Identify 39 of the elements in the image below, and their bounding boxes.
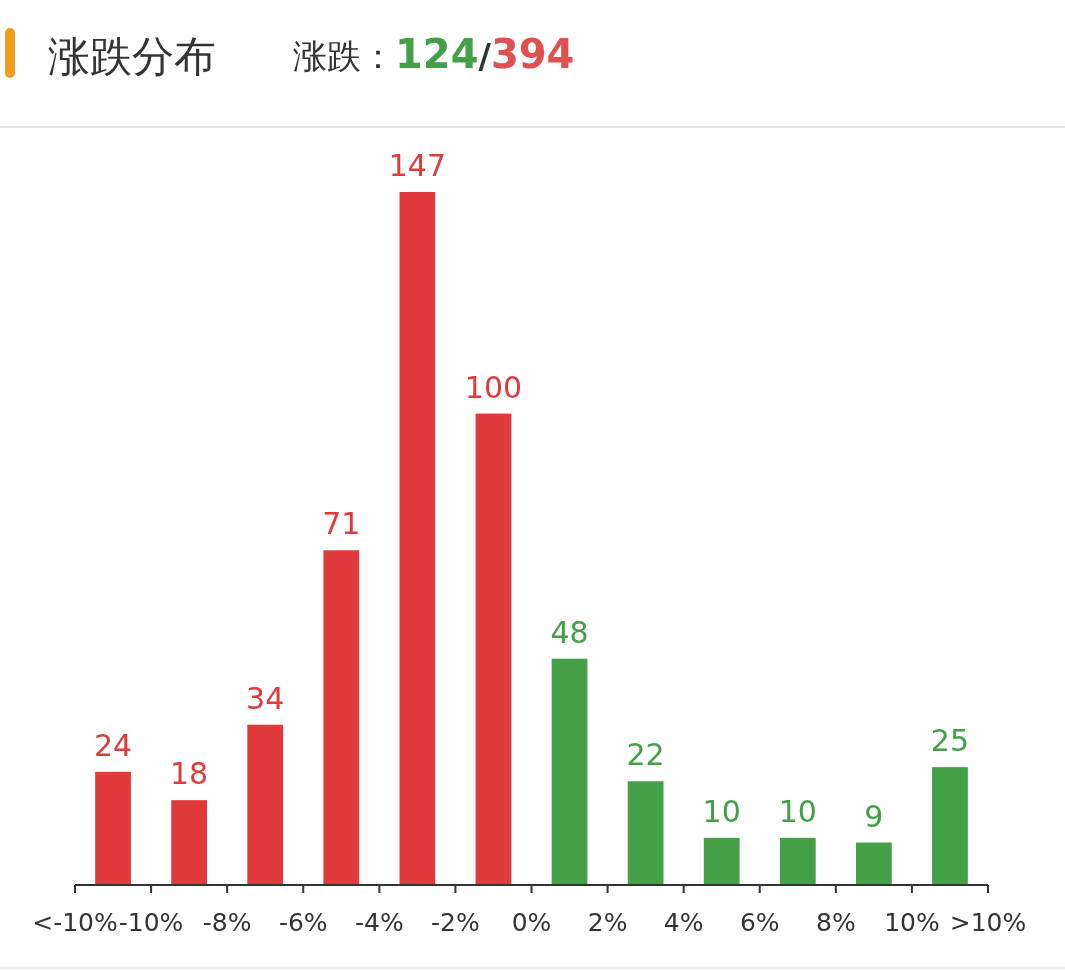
bar	[779, 837, 816, 885]
data-label: 10	[702, 793, 741, 829]
chart-subtitle: 涨跌：124/394	[293, 31, 575, 77]
x-tick-label: -4%	[354, 908, 404, 937]
bar	[95, 771, 131, 885]
bar	[856, 842, 892, 885]
data-label: 48	[550, 614, 589, 650]
bar	[627, 781, 664, 885]
x-tick-label: 0%	[511, 908, 552, 937]
x-tick-label: -10%	[118, 908, 184, 937]
bar	[247, 724, 284, 885]
data-label: 10	[778, 793, 817, 829]
data-label: 18	[170, 756, 209, 792]
data-label: 71	[322, 506, 361, 542]
x-tick-label: -2%	[431, 908, 480, 937]
bar	[932, 767, 968, 885]
x-tick-label: 2%	[587, 908, 628, 937]
data-label: 34	[246, 680, 285, 716]
x-tick-label: 6%	[739, 908, 780, 937]
bar	[551, 658, 588, 885]
x-tick-label: 8%	[816, 908, 856, 937]
data-label: 24	[93, 727, 133, 763]
x-tick-label: -8%	[202, 908, 252, 937]
bar	[399, 192, 436, 885]
bar	[171, 800, 207, 885]
x-tick-label: >10%	[949, 908, 1027, 937]
x-tick-label: 10%	[884, 908, 940, 937]
bar	[703, 837, 740, 885]
x-tick-label: -6%	[278, 908, 328, 937]
chart-title: 涨跌分布	[48, 32, 216, 81]
data-label: 100	[464, 369, 523, 405]
bar	[475, 413, 512, 885]
data-label: 9	[864, 798, 884, 834]
data-label: 22	[626, 737, 665, 773]
data-label: 25	[930, 723, 970, 759]
data-label: 147	[388, 148, 447, 183]
x-tick-label: <-10%	[32, 908, 118, 937]
x-tick-label: 4%	[663, 908, 704, 937]
bar	[323, 550, 360, 885]
